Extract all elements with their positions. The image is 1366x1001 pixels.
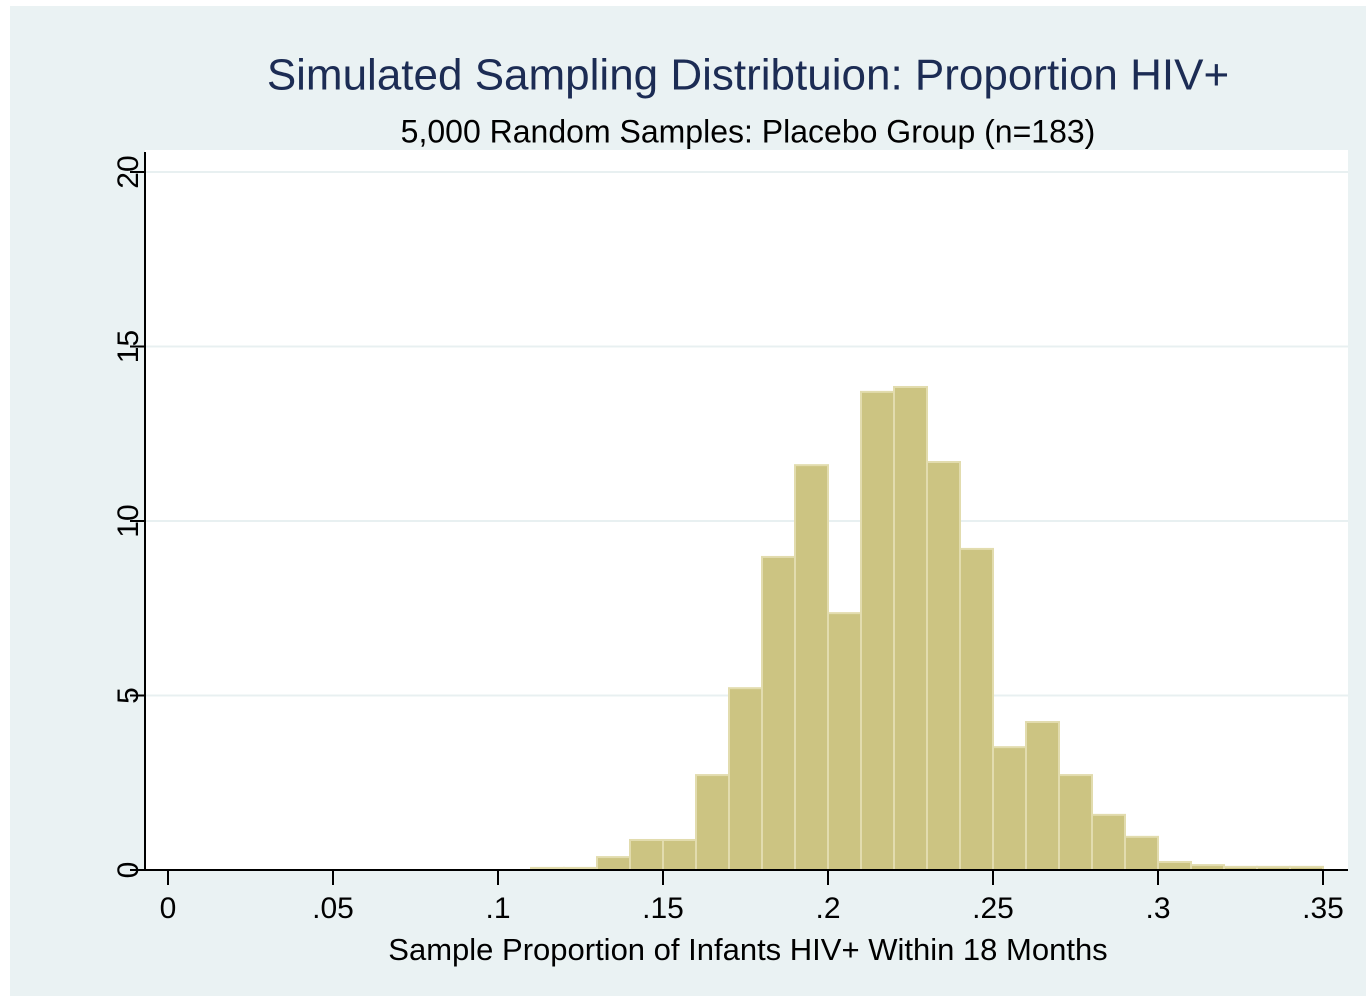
y-tick-label: 20 xyxy=(112,155,145,188)
bar xyxy=(794,464,829,871)
y-tick-label: 15 xyxy=(112,330,145,363)
bar xyxy=(893,385,928,871)
bar xyxy=(1058,774,1093,872)
bar xyxy=(1124,835,1159,871)
chart-subtitle: 5,000 Random Samples: Placebo Group (n=1… xyxy=(401,113,1096,149)
bar xyxy=(1025,721,1060,871)
bar xyxy=(695,774,730,872)
bar xyxy=(596,856,631,871)
x-tick-label: .25 xyxy=(972,892,1014,925)
y-tick-label: 0 xyxy=(112,862,145,879)
chart-title: Simulated Sampling Distribtuion: Proport… xyxy=(267,51,1229,100)
bar xyxy=(992,746,1027,871)
x-tick-label: .05 xyxy=(312,892,354,925)
x-tick-label: .35 xyxy=(1302,892,1344,925)
bar xyxy=(728,687,763,872)
bar xyxy=(1157,860,1192,872)
bar xyxy=(761,555,796,872)
bar xyxy=(926,461,961,871)
x-tick-label: .2 xyxy=(815,892,840,925)
x-tick-label: .15 xyxy=(642,892,684,925)
x-axis-label: Sample Proportion of Infants HIV+ Within… xyxy=(388,932,1107,967)
x-tick-label: 0 xyxy=(160,892,177,925)
bar xyxy=(860,390,895,871)
y-tick-label: 5 xyxy=(112,687,145,704)
bar xyxy=(959,547,994,871)
bar xyxy=(662,838,697,872)
x-tick-label: .1 xyxy=(485,892,510,925)
y-tick-label: 10 xyxy=(112,504,145,537)
bar xyxy=(629,838,664,872)
bar xyxy=(827,612,862,871)
bar xyxy=(1091,813,1126,871)
x-tick-label: .3 xyxy=(1145,892,1170,925)
